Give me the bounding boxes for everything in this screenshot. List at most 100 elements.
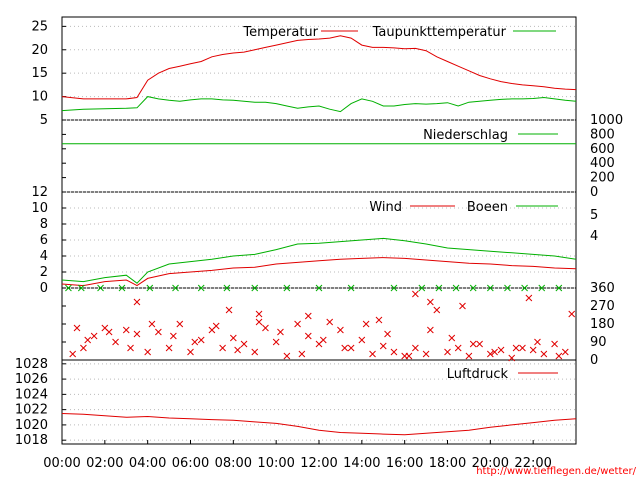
wind-legend-label: Boeen	[467, 200, 508, 215]
winddir-point	[358, 336, 366, 344]
winddir-point	[234, 346, 241, 354]
winddir-point	[240, 340, 248, 348]
temp-y-tick-label: 20	[31, 43, 48, 58]
winddir-point	[465, 352, 473, 360]
temp-series-line	[61, 35, 577, 100]
wind-right-tick-label: 5	[590, 208, 598, 223]
winddir-point	[187, 348, 194, 356]
winddir-point	[326, 318, 334, 326]
wind-y-tick-label: 4	[40, 249, 48, 264]
rain-legend-label: Niederschlag	[423, 128, 508, 143]
winddir-point	[379, 342, 387, 350]
winddir-point	[347, 344, 355, 352]
winddir-point	[369, 350, 376, 358]
x-tick-label: 12:00	[300, 456, 337, 471]
press-y-tick-label: 1022	[15, 403, 48, 418]
winddir-point	[251, 284, 259, 292]
winddir-point	[304, 332, 312, 340]
winddir-y-tick-label: 0	[590, 353, 598, 368]
winddir-y-tick-label: 90	[590, 335, 607, 350]
x-tick-label: 02:00	[86, 456, 123, 471]
temp-panel: 5 10 15 20 25 Temperatur Taupunkttemperatur	[31, 19, 577, 128]
x-tick-label: 06:00	[172, 456, 209, 471]
rain-y-tick-label: 800	[590, 127, 615, 142]
wind-y-tick-label: 2	[40, 265, 48, 280]
winddir-point	[283, 352, 291, 360]
winddir-point	[118, 284, 126, 292]
winddir-point	[315, 284, 323, 292]
x-tick-label: 16:00	[386, 456, 423, 471]
x-tick-label: 20:00	[472, 456, 509, 471]
wind-legend-label: Wind	[369, 200, 402, 215]
winddir-point	[77, 284, 85, 292]
wind-y-tick-label: 8	[40, 217, 48, 232]
winddir-point	[433, 306, 441, 314]
winddir-point	[133, 298, 141, 306]
winddir-point	[390, 284, 398, 292]
winddir-point	[176, 320, 184, 328]
winddir-point	[165, 344, 173, 352]
wind-y-tick-label: 10	[31, 201, 48, 216]
winddir-point	[561, 348, 569, 356]
winddir-panel: 0 90 180 270 360	[62, 281, 615, 368]
winddir-point	[294, 320, 301, 328]
wind-y-tick-label: 0	[40, 281, 48, 296]
rain-y-tick-label: 400	[590, 156, 615, 171]
winddir-point	[375, 316, 383, 324]
temp-series-line	[61, 96, 577, 113]
wind-y-tick-label: 12	[31, 185, 48, 200]
temp-y-tick-label: 15	[31, 66, 48, 81]
temp-y-tick-label: 5	[40, 113, 48, 128]
winddir-point	[65, 284, 72, 292]
press-y-tick-label: 1028	[15, 357, 48, 372]
winddir-point	[283, 284, 291, 292]
winddir-point	[534, 338, 541, 346]
winddir-point	[73, 324, 81, 332]
winddir-y-tick-label: 360	[590, 281, 615, 296]
winddir-point	[229, 334, 237, 342]
winddir-point	[540, 350, 548, 358]
winddir-point	[491, 348, 498, 356]
winddir-point	[133, 330, 141, 338]
winddir-point	[422, 350, 430, 358]
winddir-point	[262, 324, 269, 332]
winddir-point	[390, 348, 398, 356]
press-series-line	[61, 413, 577, 436]
temp-legend-label: Taupunkttemperatur	[372, 25, 507, 40]
winddir-point	[255, 310, 263, 318]
winddir-point	[521, 284, 528, 292]
x-tick-label: 00:00	[43, 456, 80, 471]
credit-link[interactable]: http://www.tiefflegen.de/wetter/	[476, 466, 636, 477]
winddir-point	[486, 284, 494, 292]
winddir-point	[341, 344, 349, 352]
rain-y-tick-label: 600	[590, 142, 615, 157]
press-y-tick-label: 1018	[15, 433, 48, 448]
winddir-point	[212, 322, 220, 330]
temp-y-tick-label: 25	[31, 19, 48, 34]
winddir-point	[172, 284, 179, 292]
rain-y-tick-label: 1000	[590, 113, 623, 128]
winddir-point	[337, 326, 344, 334]
press-y-tick-label: 1026	[15, 372, 48, 387]
winddir-point	[405, 352, 413, 360]
winddir-point	[251, 348, 259, 356]
winddir-point	[454, 344, 462, 352]
winddir-point	[191, 338, 199, 346]
temp-legend-label: Temperatur	[242, 25, 318, 40]
winddir-point	[412, 344, 419, 352]
winddir-point	[486, 350, 494, 358]
winddir-point	[384, 330, 391, 338]
winddir-point	[122, 326, 130, 334]
press-y-tick-label: 1020	[15, 418, 48, 433]
x-tick-label: 22:00	[514, 456, 551, 471]
winddir-point	[170, 332, 177, 340]
winddir-point	[469, 340, 477, 348]
winddir-point	[444, 348, 451, 356]
wind-right-tick-label: 4	[590, 229, 598, 244]
press-y-tick-label: 1024	[15, 387, 48, 402]
winddir-point	[497, 346, 505, 354]
winddir-point	[223, 284, 231, 292]
